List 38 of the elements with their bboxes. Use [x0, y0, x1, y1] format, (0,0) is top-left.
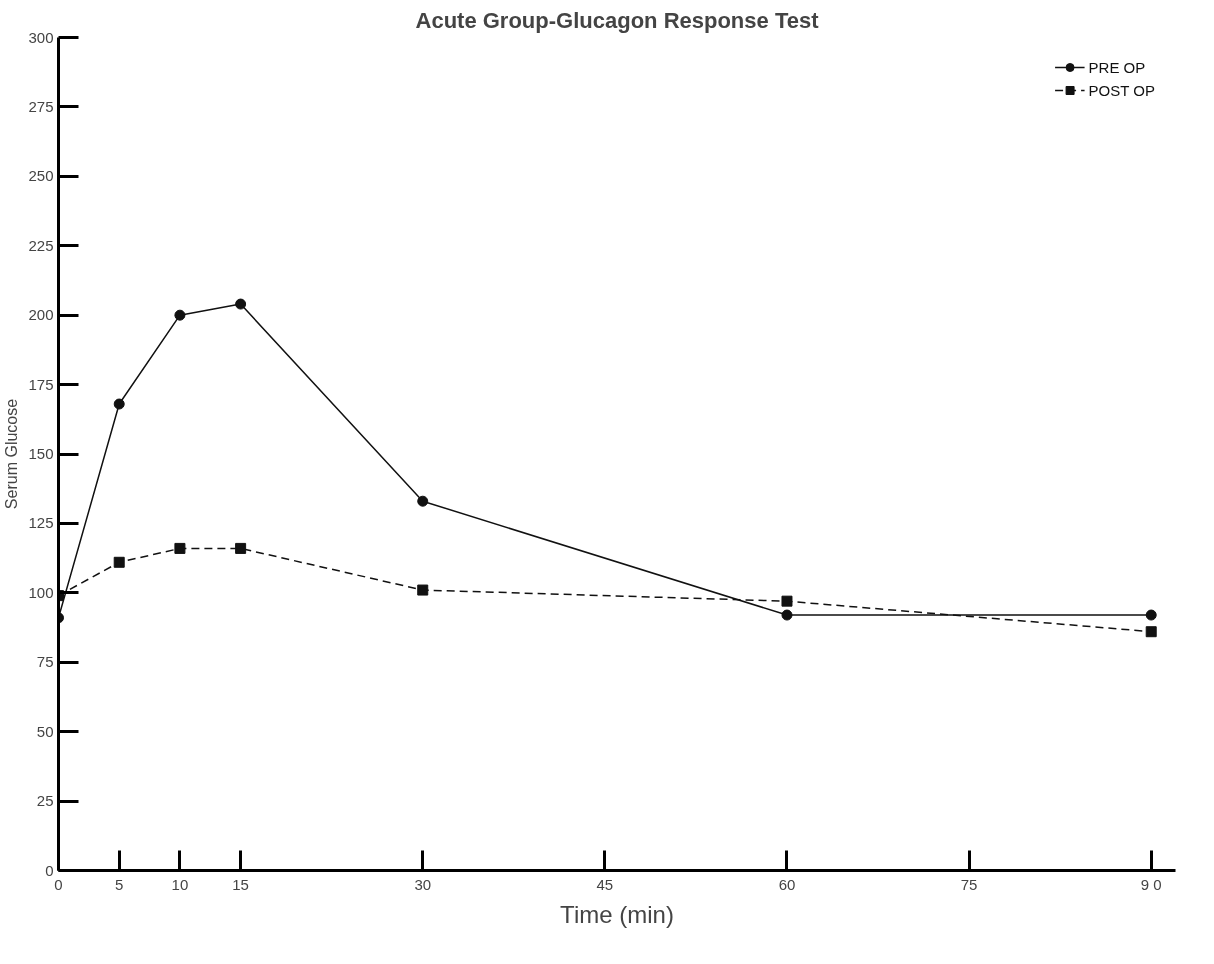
point — [113, 398, 125, 410]
y-tick-label: 225 — [28, 236, 54, 254]
y-tick-label: 150 — [28, 445, 54, 462]
y-tick-label: 25 — [36, 792, 54, 810]
point — [417, 584, 429, 596]
x-axis-title: Time (min) — [560, 900, 674, 928]
point — [781, 609, 793, 621]
point — [417, 495, 429, 507]
point — [235, 298, 247, 310]
x-tick-label: 75 — [960, 875, 978, 893]
legend-label: POST OP — [1088, 81, 1155, 99]
y-tick-label: 300 — [28, 28, 54, 46]
point — [1145, 626, 1157, 638]
chart-title: Acute Group-Glucagon Response Test — [415, 7, 820, 33]
y-tick-label: 0 — [45, 861, 54, 879]
y-tick-label: 200 — [28, 306, 54, 324]
point — [174, 309, 186, 321]
x-tick-label: 60 — [778, 875, 796, 893]
y-tick-label: 75 — [36, 653, 54, 671]
y-axis-title: Serum Glucose — [3, 398, 21, 510]
y-tick-label: 250 — [28, 167, 54, 185]
y-tick-label: 175 — [28, 375, 54, 393]
x-tick-label: 30 — [414, 875, 432, 893]
point — [113, 556, 125, 568]
legend-label: PRE OP — [1088, 58, 1146, 76]
x-tick-label: 5 — [115, 875, 124, 893]
point — [781, 595, 793, 607]
x-tick-label: 15 — [232, 875, 249, 893]
y-tick-label: 50 — [36, 722, 54, 740]
x-tick-label: 9 0 — [1140, 875, 1162, 893]
y-tick-label: 275 — [28, 97, 54, 115]
point — [235, 542, 247, 554]
point — [1145, 609, 1157, 621]
y-tick-label: 100 — [28, 583, 54, 601]
x-tick-label: 10 — [171, 875, 189, 893]
point — [174, 542, 186, 554]
y-tick-label: 125 — [28, 514, 54, 532]
x-tick-label: 45 — [596, 875, 614, 893]
